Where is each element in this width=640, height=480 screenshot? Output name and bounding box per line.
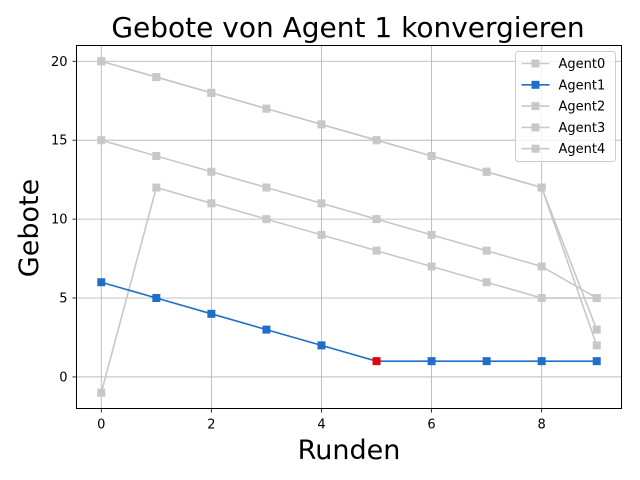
data-point: [427, 151, 436, 160]
data-point: [207, 199, 216, 208]
legend-label: Agent0: [559, 57, 606, 72]
data-point: [592, 325, 601, 334]
legend-box: [515, 51, 616, 162]
data-point: [97, 388, 106, 397]
series-line: [101, 139, 598, 299]
series-line: [100, 186, 597, 393]
legend-marker: [531, 123, 540, 132]
chart-title: Gebote von Agent 1 konvergieren: [111, 11, 584, 44]
data-point: [592, 294, 601, 303]
data-point: [207, 167, 216, 176]
series-line: [101, 281, 597, 362]
legend-marker: [531, 102, 540, 111]
x-tick-label: 2: [207, 418, 215, 433]
data-point: [372, 215, 381, 224]
legend-marker: [531, 59, 540, 68]
y-tick-label: 10: [51, 213, 68, 228]
data-point: [207, 88, 216, 97]
data-point: [482, 357, 491, 366]
data-point: [262, 183, 271, 192]
data-point: [207, 309, 216, 318]
data-point: [152, 183, 161, 192]
series-agent4: [97, 57, 601, 334]
legend-label: Agent1: [559, 78, 606, 93]
data-point: [262, 215, 271, 224]
y-axis-label: Gebote: [14, 179, 45, 277]
legend-label: Agent2: [559, 100, 606, 115]
legend-item-agent1: Agent1: [521, 78, 606, 93]
data-point: [152, 294, 161, 303]
data-point: [482, 167, 491, 176]
x-tick-label: 6: [427, 418, 435, 433]
data-point: [97, 136, 106, 145]
data-point: [372, 136, 381, 145]
data-point: [317, 230, 326, 239]
legend-label: Agent4: [559, 142, 606, 157]
x-axis-label: Runden: [298, 435, 401, 466]
data-point: [152, 73, 161, 82]
series-layer: [97, 57, 601, 397]
plot-frame: [76, 45, 622, 409]
data-point: [317, 341, 326, 350]
data-point: [592, 357, 601, 366]
data-point: [262, 325, 271, 334]
data-point: [317, 120, 326, 129]
x-tick-label: 0: [97, 418, 105, 433]
y-tick-label: 0: [59, 370, 67, 385]
y-tick-label: 15: [51, 134, 68, 149]
data-point: [97, 57, 106, 66]
data-point: [427, 357, 436, 366]
series-line: [101, 60, 598, 330]
ticks: 0 2 4 6 8 0 5 10 15 20: [51, 55, 546, 433]
series-agent3: [97, 183, 601, 397]
data-point: [97, 278, 106, 287]
data-point: [427, 262, 436, 271]
legend-item-agent4: Agent4: [521, 142, 606, 157]
data-point: [537, 183, 546, 192]
y-tick-label: 5: [59, 292, 67, 307]
data-point: [537, 357, 546, 366]
legend-label: Agent3: [559, 121, 606, 136]
data-point: [372, 246, 381, 255]
y-tick-label: 20: [51, 55, 68, 70]
data-point: [482, 246, 491, 255]
legend-item-agent3: Agent3: [521, 121, 606, 136]
data-point: [262, 104, 271, 113]
legend-marker: [531, 80, 540, 89]
highlight-point: [372, 357, 381, 366]
x-tick-label: 4: [317, 418, 325, 433]
series-agent1: [97, 278, 601, 366]
data-point: [317, 199, 326, 208]
data-point: [152, 151, 161, 160]
data-point: [537, 262, 546, 271]
legend-item-agent0: Agent0: [521, 57, 606, 72]
data-point: [592, 341, 601, 350]
data-point: [537, 294, 546, 303]
legend: Agent0 Agent1 Agent2 Agent3 Agent4: [515, 51, 616, 162]
series-agent2: [97, 136, 601, 303]
data-point: [482, 278, 491, 287]
x-tick-label: 8: [538, 418, 546, 433]
legend-marker: [531, 144, 540, 153]
legend-item-agent2: Agent2: [521, 100, 606, 115]
data-point: [427, 230, 436, 239]
